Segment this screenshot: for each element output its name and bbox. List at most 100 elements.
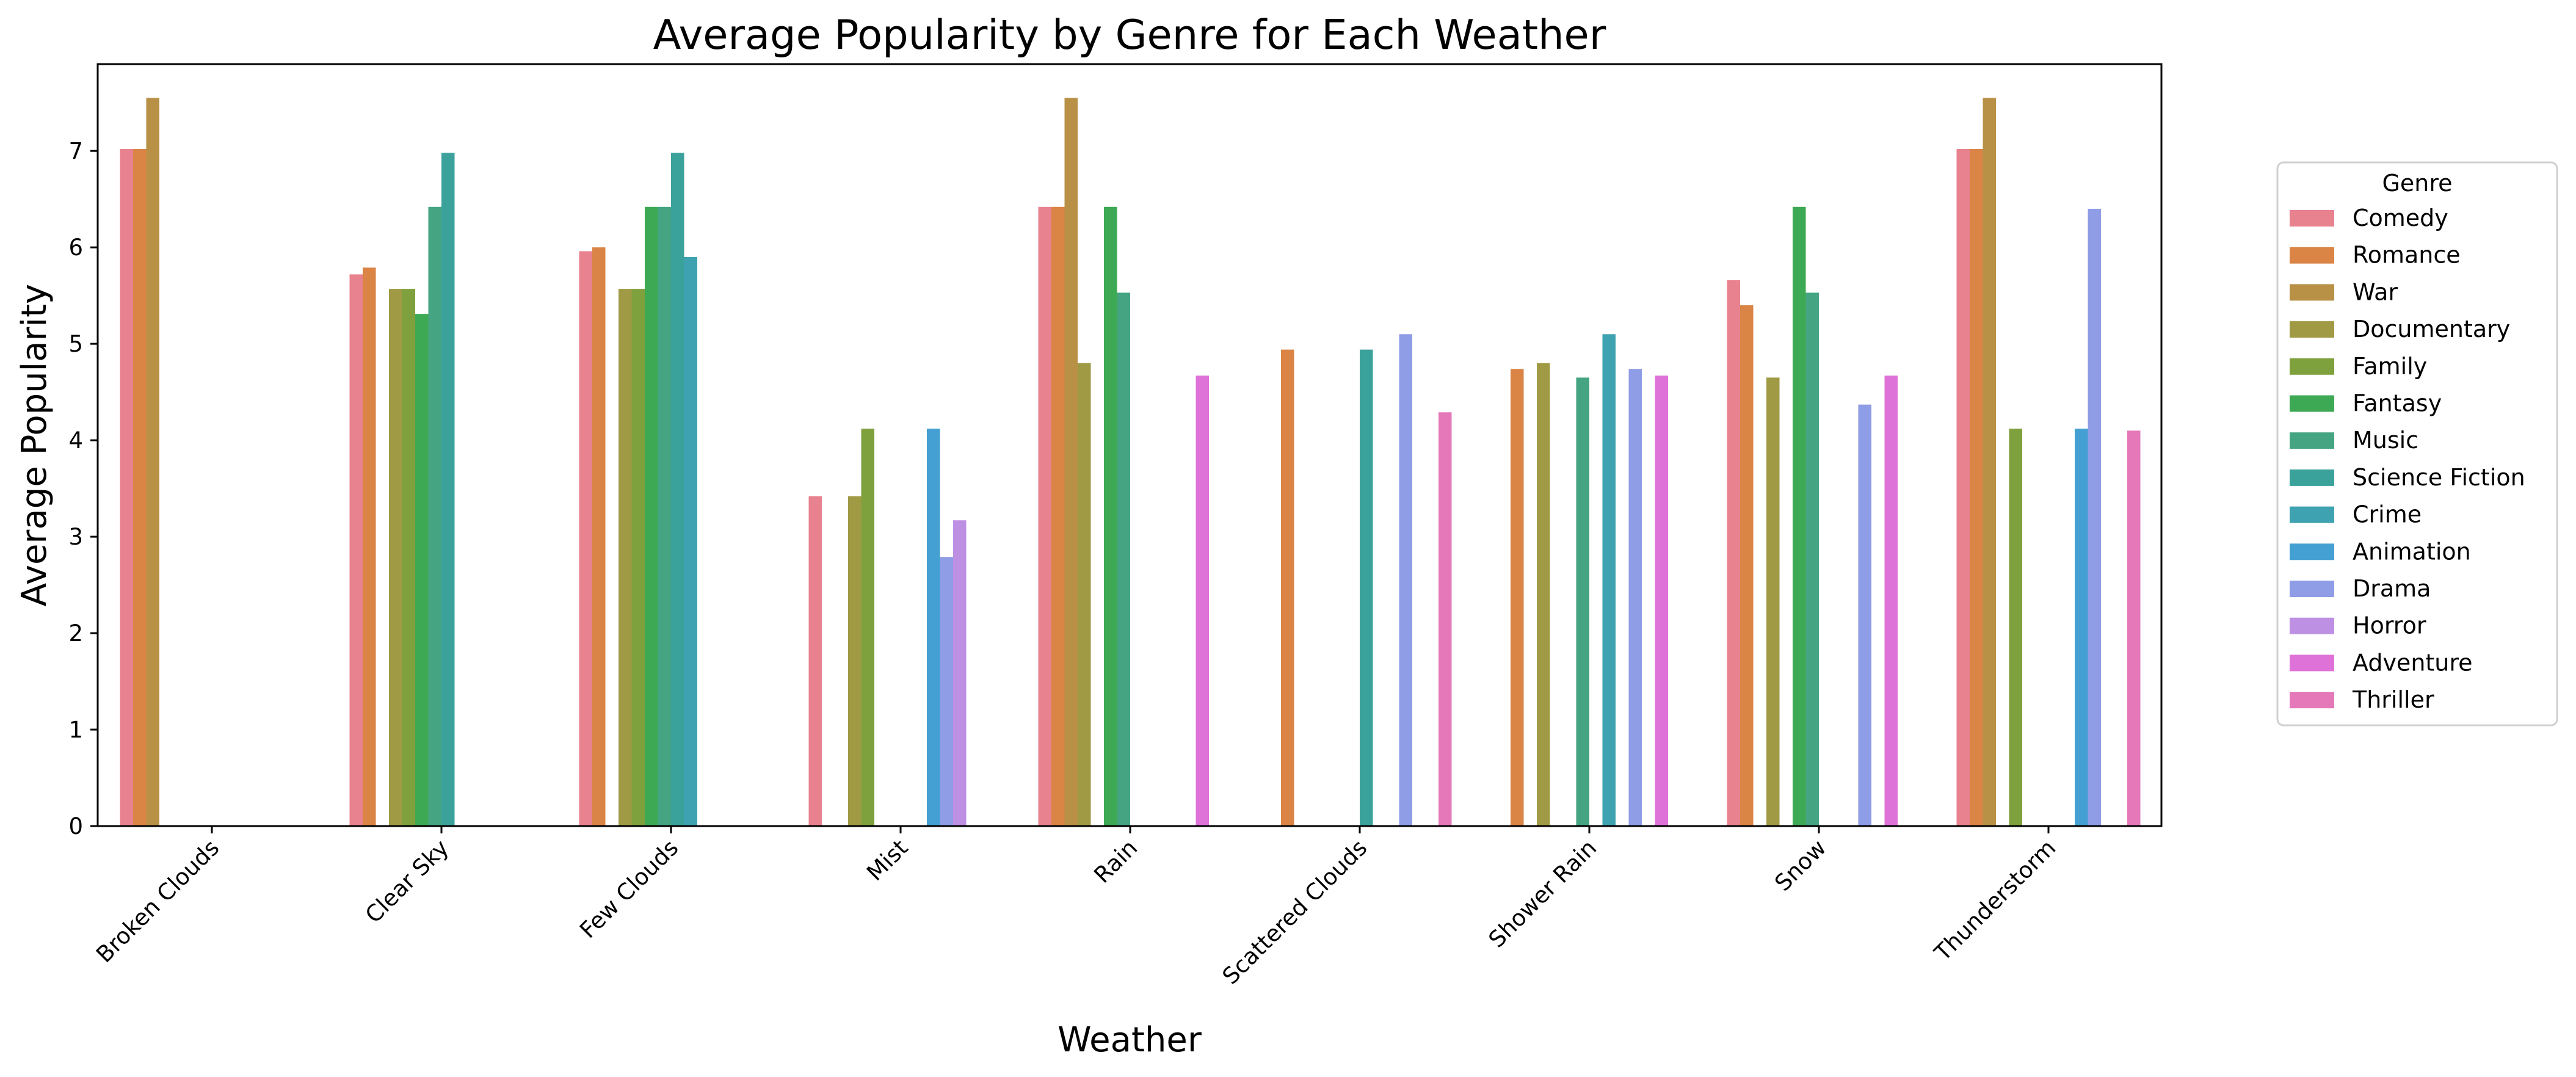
bar xyxy=(1655,375,1668,826)
x-tick-label: Shower Rain xyxy=(1484,835,1602,953)
y-tick-label: 5 xyxy=(68,331,83,357)
bar xyxy=(619,289,632,827)
bar xyxy=(579,251,592,827)
legend-swatch xyxy=(2290,581,2334,597)
legend-label: Comedy xyxy=(2353,205,2448,231)
x-tick-label: Rain xyxy=(1089,835,1142,888)
bar xyxy=(953,520,967,826)
y-tick-label: 6 xyxy=(68,234,83,261)
legend-swatch xyxy=(2290,506,2334,523)
y-tick-label: 7 xyxy=(68,138,83,164)
bar xyxy=(1740,305,1754,826)
y-tick-label: 2 xyxy=(68,620,83,647)
bar xyxy=(1117,292,1130,826)
legend-title: Genre xyxy=(2382,170,2452,197)
bar xyxy=(645,206,658,826)
bar xyxy=(1360,349,1373,826)
bar xyxy=(1537,363,1550,826)
bar xyxy=(671,153,684,827)
bar xyxy=(2009,429,2022,826)
x-tick-label: Scattered Clouds xyxy=(1217,835,1373,990)
legend-swatch xyxy=(2290,210,2334,227)
legend-swatch xyxy=(2290,655,2334,672)
legend-frame xyxy=(2276,161,2558,727)
legend-label: Crime xyxy=(2353,501,2422,528)
bar xyxy=(1858,404,1871,826)
bar xyxy=(1051,206,1065,826)
bar xyxy=(1104,206,1117,826)
bar xyxy=(1956,149,1970,826)
y-axis-title: Average Popularity xyxy=(15,284,54,606)
legend-label: Documentary xyxy=(2353,316,2510,343)
legend-label: Fantasy xyxy=(2353,390,2442,417)
bar xyxy=(428,206,441,826)
bar xyxy=(349,274,363,826)
x-tick-label: Snow xyxy=(1769,835,1831,896)
bar xyxy=(848,496,862,826)
bar xyxy=(1970,149,1983,826)
legend-items: Comedy Romance War Documentary Family Fantasy… xyxy=(2290,205,2525,713)
legend-swatch xyxy=(2290,247,2334,264)
bar xyxy=(1078,363,1091,826)
legend-label: Romance xyxy=(2353,242,2461,269)
legend-label: Adventure xyxy=(2353,649,2473,676)
legend-label: Drama xyxy=(2353,575,2431,602)
bar xyxy=(1038,206,1051,826)
bar xyxy=(808,496,822,826)
legend-label: Family xyxy=(2353,353,2427,380)
bar xyxy=(1439,412,1452,826)
bar xyxy=(1064,98,1078,826)
bar xyxy=(1793,206,1806,826)
legend-label: Music xyxy=(2353,427,2418,454)
chart-title: Average Popularity by Genre for Each Wea… xyxy=(653,11,1606,59)
bar xyxy=(1884,375,1898,826)
bar xyxy=(120,149,133,826)
bar xyxy=(631,289,645,827)
x-tick-label: Few Clouds xyxy=(575,835,683,943)
legend-swatch xyxy=(2290,432,2334,449)
bar xyxy=(1983,98,1996,826)
bar xyxy=(1628,369,1642,826)
x-tick-label: Clear Sky xyxy=(360,835,454,928)
x-tick-label: Mist xyxy=(862,835,913,886)
x-tick-label: Thunderstorm xyxy=(1929,835,2061,966)
y-tick-label: 0 xyxy=(68,813,83,839)
y-tick-label: 3 xyxy=(68,524,83,550)
bar xyxy=(1805,292,1819,826)
legend: Genre Comedy Romance War Documentary Family F… xyxy=(2276,161,2558,727)
legend-label: Horror xyxy=(2353,612,2426,639)
bar xyxy=(133,149,147,826)
x-tick-label: Broken Clouds xyxy=(91,835,224,968)
legend-swatch xyxy=(2290,692,2334,709)
y-axis: 0 1 2 3 4 5 6 7 xyxy=(68,138,98,839)
bar xyxy=(684,256,697,826)
legend-label: Thriller xyxy=(2352,686,2434,713)
bar xyxy=(1281,349,1294,826)
bar xyxy=(1576,377,1589,826)
bar xyxy=(389,289,402,827)
legend-label: War xyxy=(2353,278,2398,305)
bar xyxy=(1195,375,1209,826)
legend-swatch xyxy=(2290,284,2334,301)
x-axis: Broken Clouds Clear Sky Few Clouds Mist Rain… xyxy=(91,826,2061,990)
bar xyxy=(1399,334,1412,826)
bar xyxy=(1511,369,1524,826)
legend-swatch xyxy=(2290,469,2334,486)
legend-label: Animation xyxy=(2353,538,2471,565)
bar xyxy=(658,206,671,826)
bar xyxy=(2088,208,2101,827)
legend-label: Science Fiction xyxy=(2353,464,2525,491)
legend-swatch xyxy=(2290,395,2334,412)
bar xyxy=(592,247,606,826)
bar xyxy=(441,153,455,827)
bar xyxy=(2127,430,2141,826)
bar xyxy=(1766,377,1780,826)
bar xyxy=(861,429,874,826)
bar xyxy=(415,314,429,826)
y-tick-label: 4 xyxy=(68,427,83,454)
legend-swatch xyxy=(2290,358,2334,375)
bar xyxy=(1602,334,1616,826)
bar xyxy=(927,429,940,826)
x-axis-title: Weather xyxy=(1058,1020,1202,1060)
